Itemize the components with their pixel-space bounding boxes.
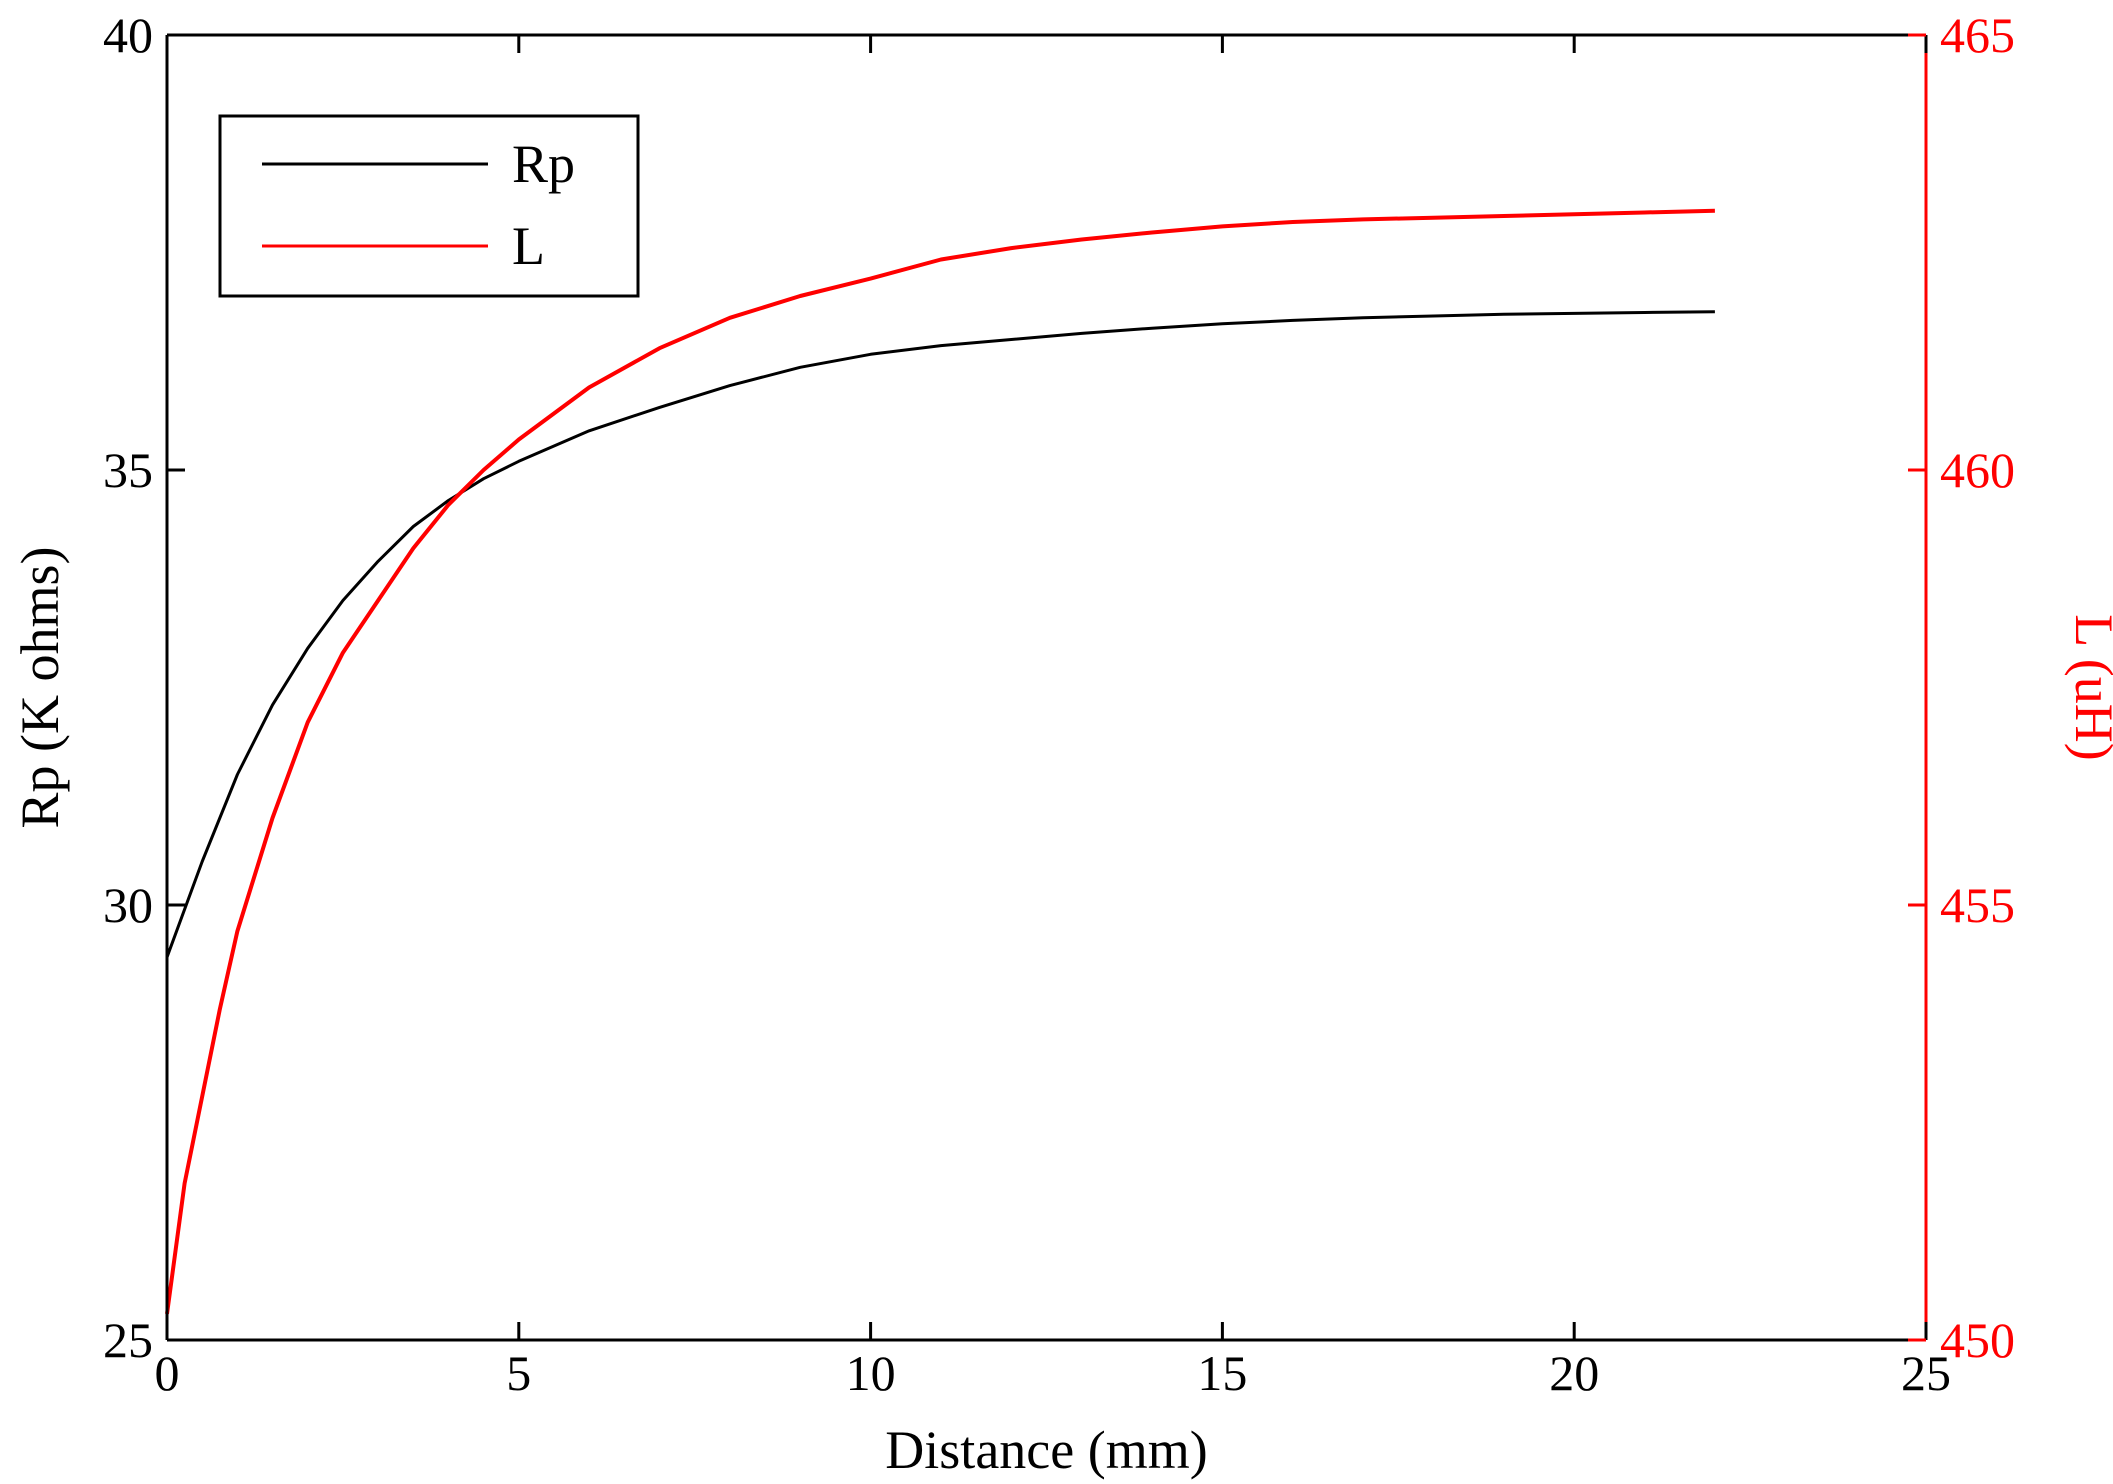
frame-layer — [165, 33, 1928, 1342]
x-tick-label: 0 — [155, 1345, 180, 1401]
x-tick-label: 10 — [846, 1345, 896, 1401]
y-right-tick-label: 465 — [1940, 7, 2015, 63]
series-layer — [165, 208, 1715, 1315]
y-right-tick-label: 455 — [1940, 877, 2015, 933]
y-left-tick-label: 30 — [103, 877, 153, 933]
x-tick-label: 15 — [1197, 1345, 1247, 1401]
legend-label-rp: Rp — [512, 134, 575, 194]
y-axis-left-title: Rp (K ohms) — [10, 547, 70, 829]
series-line-l — [165, 208, 1715, 1315]
x-axis-title: Distance (mm) — [885, 1420, 1207, 1480]
x-tick-label: 25 — [1901, 1345, 1951, 1401]
legend-label-l: L — [512, 216, 545, 276]
y-axis-right-title: L (uH) — [2064, 614, 2113, 760]
tick-layer: 0 5 10 15 20 25 25 30 35 40 450 455 460 465 — [103, 7, 2015, 1401]
y-left-tick-label: 25 — [103, 1312, 153, 1368]
y-right-tick-label: 450 — [1940, 1312, 2015, 1368]
y-right-tick-label: 460 — [1940, 442, 2015, 498]
legend-box — [218, 114, 640, 298]
series-line-rp — [165, 310, 1715, 958]
y-left-tick-label: 40 — [103, 7, 153, 63]
x-tick-label: 5 — [506, 1345, 531, 1401]
y-left-tick-label: 35 — [103, 442, 153, 498]
x-tick-label: 20 — [1549, 1345, 1599, 1401]
legend: Rp L — [218, 114, 640, 298]
